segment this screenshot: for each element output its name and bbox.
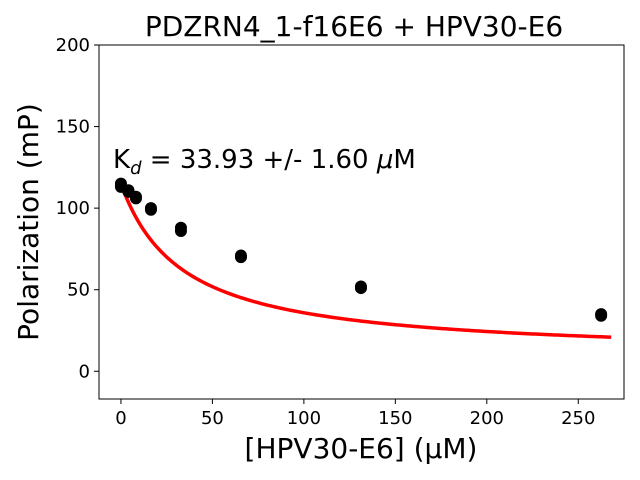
kd-subscript: d [130, 158, 142, 179]
chart-title: PDZRN4_1-f16E6 + HPV30-E6 [145, 10, 563, 43]
fit-curve [119, 183, 612, 339]
y-tick-label: 150 [56, 117, 90, 138]
data-points [114, 177, 608, 322]
kd-value: = 33.93 +/- 1.60 [142, 145, 377, 175]
data-point [354, 282, 367, 295]
x-tick-label: 200 [470, 408, 504, 429]
y-axis-label: Polarization (mP) [12, 103, 45, 341]
x-tick-label: 250 [561, 408, 595, 429]
data-point [174, 224, 187, 237]
x-axis: 0 50 100 150 200 250 [115, 399, 595, 429]
y-tick-label: 50 [67, 280, 90, 301]
x-axis-label: [HPV30-E6] (μM) [245, 432, 478, 465]
y-tick-label: 100 [56, 198, 90, 219]
kd-prefix: K [113, 145, 131, 175]
kd-unit-mu: μ [376, 145, 394, 175]
plot-area: 0 50 100 150 200 250 0 50 100 150 200 [56, 35, 625, 429]
data-point [234, 251, 247, 264]
data-point [129, 192, 142, 205]
data-point [595, 309, 608, 322]
y-axis: 0 50 100 150 200 [56, 35, 99, 382]
kd-unit-rest: M [393, 145, 415, 175]
x-tick-label: 0 [115, 408, 126, 429]
y-tick-label: 0 [79, 361, 90, 382]
kd-annotation: Kd = 33.93 +/- 1.60 μM [113, 145, 416, 179]
x-tick-label: 50 [201, 408, 224, 429]
y-tick-label: 200 [56, 35, 90, 56]
x-tick-label: 100 [287, 408, 321, 429]
x-tick-label: 150 [378, 408, 412, 429]
plot-frame [98, 44, 625, 400]
data-point [144, 203, 157, 216]
